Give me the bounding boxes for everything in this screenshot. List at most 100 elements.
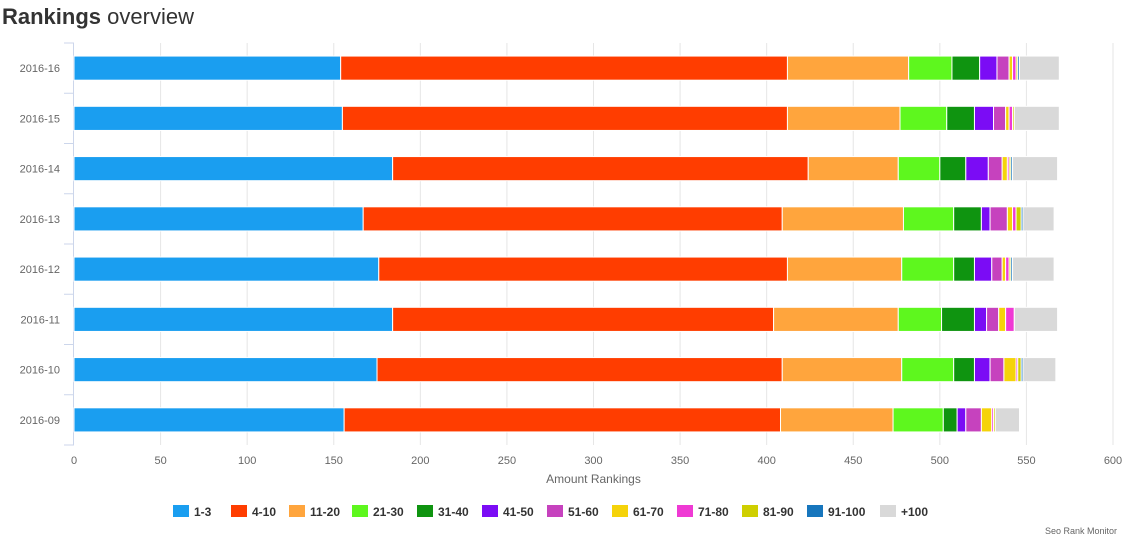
bar-segment-4-10[interactable]: [343, 407, 782, 433]
bar-segment-31-40[interactable]: [953, 256, 975, 282]
bar-segment-51-60[interactable]: [965, 407, 982, 433]
bar-segment-31-40[interactable]: [946, 105, 975, 131]
bar-segment-51-60[interactable]: [991, 256, 1003, 282]
bar-segment-51-60[interactable]: [996, 55, 1010, 81]
legend-item[interactable]: 4-10: [252, 505, 276, 519]
bar-segment-11-20[interactable]: [780, 407, 894, 433]
bar-segment-41-50[interactable]: [973, 357, 991, 383]
legend-swatch[interactable]: [677, 505, 693, 517]
bar-segment-+100[interactable]: [1013, 105, 1060, 131]
bar-segment-71-80[interactable]: [1012, 206, 1017, 232]
legend-swatch[interactable]: [231, 505, 247, 517]
bar-segment-51-60[interactable]: [989, 357, 1005, 383]
bar-segment-11-20[interactable]: [773, 306, 899, 332]
legend-swatch[interactable]: [742, 505, 758, 517]
bar-segment-41-50[interactable]: [973, 105, 995, 131]
bar-segment-61-70[interactable]: [1008, 55, 1014, 81]
bar-segment-61-70[interactable]: [980, 407, 993, 433]
bar-segment-51-60[interactable]: [989, 206, 1008, 232]
bar-segment-4-10[interactable]: [340, 55, 788, 81]
bar-segment-1-3[interactable]: [73, 55, 342, 81]
bar-segment-1-3[interactable]: [73, 357, 378, 383]
bar-segment-21-30[interactable]: [901, 357, 955, 383]
bar-segment-61-70[interactable]: [1006, 206, 1014, 232]
bar-segment-+100[interactable]: [1012, 156, 1059, 182]
bar-segment-71-80[interactable]: [1005, 256, 1010, 282]
bar-segment-81-90[interactable]: [1015, 206, 1022, 232]
legend-swatch[interactable]: [417, 505, 433, 517]
bar-segment-41-50[interactable]: [973, 306, 988, 332]
bar-segment-41-50[interactable]: [965, 156, 989, 182]
legend-item[interactable]: 41-50: [503, 505, 534, 519]
bar-segment-1-3[interactable]: [73, 407, 345, 433]
bar-segment-31-40[interactable]: [953, 357, 975, 383]
bar-segment-11-20[interactable]: [781, 206, 904, 232]
bar-segment-4-10[interactable]: [392, 306, 775, 332]
legend-swatch[interactable]: [612, 505, 628, 517]
legend-item[interactable]: 1-3: [194, 505, 212, 519]
bar-segment-51-60[interactable]: [993, 105, 1007, 131]
legend-item[interactable]: 21-30: [373, 505, 404, 519]
bar-segment-61-70[interactable]: [1005, 105, 1010, 131]
bar-segment-21-30[interactable]: [897, 306, 943, 332]
bar-segment-71-80[interactable]: [1008, 105, 1014, 131]
bar-segment-+100[interactable]: [1018, 55, 1060, 81]
legend-swatch[interactable]: [173, 505, 189, 517]
bar-segment-4-10[interactable]: [362, 206, 783, 232]
legend-item[interactable]: 51-60: [568, 505, 599, 519]
legend-swatch[interactable]: [289, 505, 305, 517]
bar-segment-1-3[interactable]: [73, 256, 380, 282]
bar-segment-41-50[interactable]: [956, 407, 967, 433]
bar-segment-31-40[interactable]: [951, 55, 981, 81]
bar-segment-71-80[interactable]: [1005, 306, 1015, 332]
bar-segment-31-40[interactable]: [939, 156, 967, 182]
bar-segment-61-70[interactable]: [1001, 256, 1007, 282]
bar-segment-71-80[interactable]: [1012, 55, 1017, 81]
legend-swatch[interactable]: [547, 505, 563, 517]
bar-segment-+100[interactable]: [994, 407, 1020, 433]
bar-segment-1-3[interactable]: [73, 156, 394, 182]
legend-swatch[interactable]: [880, 505, 896, 517]
bar-segment-41-50[interactable]: [980, 206, 991, 232]
legend-item[interactable]: 91-100: [828, 505, 866, 519]
bar-segment-4-10[interactable]: [378, 256, 788, 282]
bar-segment-41-50[interactable]: [973, 256, 993, 282]
bar-segment-4-10[interactable]: [392, 156, 809, 182]
bar-segment-51-60[interactable]: [987, 156, 1003, 182]
bar-segment-21-30[interactable]: [902, 206, 955, 232]
legend-item[interactable]: 71-80: [698, 505, 729, 519]
legend-item[interactable]: 81-90: [763, 505, 794, 519]
bar-segment-61-70[interactable]: [998, 306, 1007, 332]
bar-segment-4-10[interactable]: [341, 105, 788, 131]
bar-segment-+100[interactable]: [1012, 256, 1055, 282]
bar-segment-21-30[interactable]: [897, 156, 941, 182]
bar-segment-1-3[interactable]: [73, 206, 364, 232]
legend-item[interactable]: 31-40: [438, 505, 469, 519]
bar-segment-51-60[interactable]: [986, 306, 1000, 332]
bar-segment-21-30[interactable]: [901, 256, 955, 282]
bar-segment-31-40[interactable]: [941, 306, 975, 332]
bar-segment-11-20[interactable]: [786, 256, 903, 282]
credit-label[interactable]: Seo Rank Monitor: [1044, 526, 1117, 536]
bar-segment-31-40[interactable]: [953, 206, 982, 232]
bar-segment-+100[interactable]: [1013, 306, 1059, 332]
bar-segment-1-3[interactable]: [73, 306, 394, 332]
legend-item[interactable]: +100: [901, 505, 928, 519]
bar-segment-81-90[interactable]: [1017, 357, 1022, 383]
legend-item[interactable]: 61-70: [633, 505, 664, 519]
bar-segment-11-20[interactable]: [786, 105, 901, 131]
bar-segment-61-70[interactable]: [1003, 357, 1017, 383]
bar-segment-+100[interactable]: [1022, 206, 1055, 232]
bar-segment-11-20[interactable]: [781, 357, 903, 383]
bar-segment-+100[interactable]: [1022, 357, 1057, 383]
legend-swatch[interactable]: [807, 505, 823, 517]
bar-segment-21-30[interactable]: [892, 407, 944, 433]
bar-segment-21-30[interactable]: [899, 105, 948, 131]
bar-segment-11-20[interactable]: [807, 156, 899, 182]
bar-segment-31-40[interactable]: [942, 407, 958, 433]
bar-segment-21-30[interactable]: [908, 55, 953, 81]
bar-segment-4-10[interactable]: [376, 357, 783, 383]
bar-segment-11-20[interactable]: [786, 55, 910, 81]
bar-segment-1-3[interactable]: [73, 105, 343, 131]
legend-swatch[interactable]: [482, 505, 498, 517]
